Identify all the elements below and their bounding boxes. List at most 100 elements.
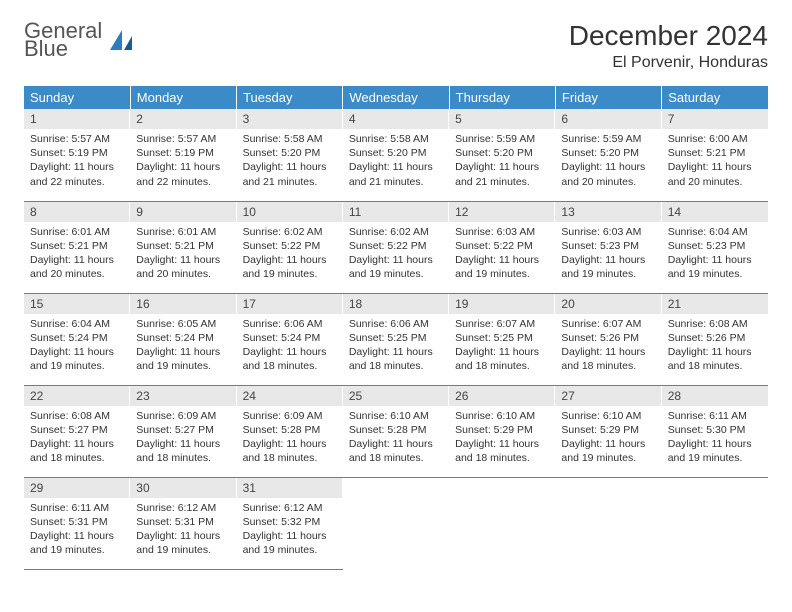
sunrise-time: 5:58 AM — [284, 133, 323, 145]
weekday-header: Wednesday — [343, 86, 449, 109]
weekday-header: Saturday — [662, 86, 768, 109]
daylight-minutes: 22 — [50, 176, 62, 188]
calendar-day-cell: .. — [662, 477, 768, 569]
calendar-day-cell: .. — [555, 477, 661, 569]
day-number: 7 — [662, 109, 768, 129]
calendar-table: Sunday Monday Tuesday Wednesday Thursday… — [24, 86, 768, 570]
daylight-hours: 11 — [74, 346, 85, 358]
calendar-day-cell: 9Sunrise: 6:01 AMSunset: 5:21 PMDaylight… — [130, 201, 236, 293]
daylight-hours: 11 — [711, 254, 722, 266]
sunrise-time: 6:10 AM — [497, 410, 536, 422]
daylight-hours: 11 — [499, 438, 510, 450]
daylight-minutes: 20 — [688, 176, 700, 188]
calendar-day-cell: 21Sunrise: 6:08 AMSunset: 5:26 PMDayligh… — [662, 293, 768, 385]
calendar-day-cell: 13Sunrise: 6:03 AMSunset: 5:23 PMDayligh… — [555, 201, 661, 293]
day-number: 26 — [449, 386, 555, 406]
calendar-day-cell: 27Sunrise: 6:10 AMSunset: 5:29 PMDayligh… — [555, 385, 661, 477]
daylight-minutes: 19 — [263, 544, 275, 556]
daylight-hours: 11 — [499, 346, 510, 358]
sunrise-time: 6:03 AM — [497, 226, 536, 238]
day-number: 16 — [130, 294, 236, 314]
sunset-time: 5:31 PM — [175, 516, 214, 528]
calendar-day-cell: 25Sunrise: 6:10 AMSunset: 5:28 PMDayligh… — [343, 385, 449, 477]
day-number: 12 — [449, 202, 555, 222]
sunrise-time: 6:00 AM — [709, 133, 748, 145]
sunset-time: 5:23 PM — [600, 240, 639, 252]
daylight-hours: 11 — [499, 254, 510, 266]
page-header: General Blue December 2024 El Porvenir, … — [24, 20, 768, 72]
day-content: Sunrise: 6:04 AMSunset: 5:23 PMDaylight:… — [662, 222, 768, 286]
calendar-day-cell: 10Sunrise: 6:02 AMSunset: 5:22 PMDayligh… — [237, 201, 343, 293]
daylight-hours: 11 — [74, 438, 85, 450]
calendar-day-cell: 8Sunrise: 6:01 AMSunset: 5:21 PMDaylight… — [24, 201, 130, 293]
day-number: 18 — [343, 294, 449, 314]
daylight-hours: 11 — [180, 161, 191, 173]
sunset-time: 5:27 PM — [175, 424, 214, 436]
calendar-day-cell: 30Sunrise: 6:12 AMSunset: 5:31 PMDayligh… — [130, 477, 236, 569]
sunrise-time: 6:04 AM — [71, 318, 110, 330]
day-content: Sunrise: 6:07 AMSunset: 5:26 PMDaylight:… — [555, 314, 661, 378]
sunset-time: 5:19 PM — [175, 147, 214, 159]
day-content: Sunrise: 6:03 AMSunset: 5:22 PMDaylight:… — [449, 222, 555, 286]
daylight-hours: 11 — [711, 161, 722, 173]
day-content: Sunrise: 6:10 AMSunset: 5:29 PMDaylight:… — [449, 406, 555, 470]
daylight-minutes: 21 — [369, 176, 381, 188]
day-content: Sunrise: 6:12 AMSunset: 5:32 PMDaylight:… — [237, 498, 343, 562]
day-content: Sunrise: 6:07 AMSunset: 5:25 PMDaylight:… — [449, 314, 555, 378]
sunrise-time: 6:12 AM — [178, 502, 217, 514]
calendar-day-cell: 17Sunrise: 6:06 AMSunset: 5:24 PMDayligh… — [237, 293, 343, 385]
day-number: 4 — [343, 109, 449, 129]
calendar-day-cell: 1Sunrise: 5:57 AMSunset: 5:19 PMDaylight… — [24, 109, 130, 201]
sunset-time: 5:20 PM — [281, 147, 320, 159]
daylight-minutes: 18 — [263, 452, 275, 464]
sunset-time: 5:19 PM — [69, 147, 108, 159]
daylight-hours: 11 — [393, 438, 404, 450]
sunset-time: 5:28 PM — [281, 424, 320, 436]
sunset-time: 5:27 PM — [69, 424, 108, 436]
sunset-time: 5:31 PM — [69, 516, 108, 528]
daylight-minutes: 19 — [688, 268, 700, 280]
day-number: 15 — [24, 294, 130, 314]
calendar-day-cell: 11Sunrise: 6:02 AMSunset: 5:22 PMDayligh… — [343, 201, 449, 293]
daylight-minutes: 19 — [369, 268, 381, 280]
sunset-time: 5:25 PM — [494, 332, 533, 344]
calendar-day-cell: 3Sunrise: 5:58 AMSunset: 5:20 PMDaylight… — [237, 109, 343, 201]
daylight-minutes: 18 — [369, 360, 381, 372]
day-content: Sunrise: 6:01 AMSunset: 5:21 PMDaylight:… — [130, 222, 236, 286]
day-content: Sunrise: 6:06 AMSunset: 5:25 PMDaylight:… — [343, 314, 449, 378]
day-content: Sunrise: 6:01 AMSunset: 5:21 PMDaylight:… — [24, 222, 130, 286]
daylight-hours: 11 — [605, 346, 616, 358]
day-content: Sunrise: 6:11 AMSunset: 5:30 PMDaylight:… — [662, 406, 768, 470]
calendar-day-cell: 4Sunrise: 5:58 AMSunset: 5:20 PMDaylight… — [343, 109, 449, 201]
daylight-hours: 11 — [74, 530, 85, 542]
day-content: Sunrise: 6:06 AMSunset: 5:24 PMDaylight:… — [237, 314, 343, 378]
daylight-hours: 11 — [180, 438, 191, 450]
weekday-header: Monday — [130, 86, 236, 109]
day-number: 30 — [130, 478, 236, 498]
daylight-minutes: 19 — [688, 452, 700, 464]
sunrise-time: 6:06 AM — [284, 318, 323, 330]
day-content: Sunrise: 5:59 AMSunset: 5:20 PMDaylight:… — [555, 129, 661, 193]
daylight-hours: 11 — [393, 254, 404, 266]
day-number: 28 — [662, 386, 768, 406]
weekday-header-row: Sunday Monday Tuesday Wednesday Thursday… — [24, 86, 768, 109]
sunset-time: 5:20 PM — [494, 147, 533, 159]
day-number: 22 — [24, 386, 130, 406]
calendar-day-cell: 6Sunrise: 5:59 AMSunset: 5:20 PMDaylight… — [555, 109, 661, 201]
sunset-time: 5:29 PM — [600, 424, 639, 436]
daylight-hours: 11 — [180, 346, 191, 358]
daylight-minutes: 22 — [157, 176, 169, 188]
sunset-time: 5:32 PM — [281, 516, 320, 528]
sunrise-time: 6:07 AM — [603, 318, 642, 330]
daylight-hours: 11 — [393, 161, 404, 173]
sunrise-time: 6:09 AM — [284, 410, 323, 422]
calendar-week-row: 22Sunrise: 6:08 AMSunset: 5:27 PMDayligh… — [24, 385, 768, 477]
calendar-day-cell: 31Sunrise: 6:12 AMSunset: 5:32 PMDayligh… — [237, 477, 343, 569]
daylight-minutes: 20 — [50, 268, 62, 280]
day-number: 10 — [237, 202, 343, 222]
calendar-day-cell: 16Sunrise: 6:05 AMSunset: 5:24 PMDayligh… — [130, 293, 236, 385]
day-number: 27 — [555, 386, 661, 406]
daylight-hours: 11 — [499, 161, 510, 173]
sunset-time: 5:28 PM — [387, 424, 426, 436]
sunrise-time: 6:07 AM — [497, 318, 536, 330]
